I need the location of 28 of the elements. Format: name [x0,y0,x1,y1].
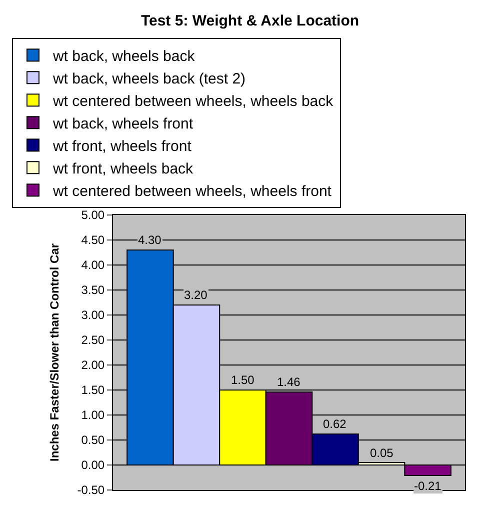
data-label: 1.50 [231,373,255,387]
y-tick-label: 4.00 [81,258,105,272]
y-tick-label: 5.00 [81,208,105,222]
y-tick-label: 1.50 [81,383,105,398]
y-tick-label: -0.50 [77,483,105,498]
legend-label: wt back, wheels back (test 2) [52,70,246,88]
chart-title: Test 5: Weight & Axle Location [140,12,360,30]
y-tick-label: 0.50 [81,433,105,448]
data-label: 0.05 [370,446,394,460]
y-axis-title: Inches Faster/Slower than Control Car [48,243,62,462]
data-label: 4.30 [138,233,162,247]
legend-label: wt back, wheels back [52,48,196,65]
legend-label: wt front, wheels back [52,160,194,178]
legend-label: wt back, wheels front [52,116,194,132]
y-tick-label: 0.00 [81,458,105,472]
data-label: -0.21 [414,479,442,493]
y-tick-label: 1.00 [81,408,105,422]
y-tick-label: 2.50 [81,333,105,348]
data-label: 3.20 [184,288,208,302]
data-label: 0.62 [323,417,347,431]
y-tick-label: 3.50 [81,283,105,298]
data-label: 1.46 [277,375,301,389]
legend-label: wt centered between wheels, wheels front [52,183,332,200]
legend-label: wt front, wheels front [52,138,192,155]
y-tick-label: 3.00 [81,308,105,322]
y-tick-label: 4.50 [81,233,105,248]
legend-label: wt centered between wheels, wheels back [52,93,334,110]
y-tick-label: 2.00 [81,358,105,372]
